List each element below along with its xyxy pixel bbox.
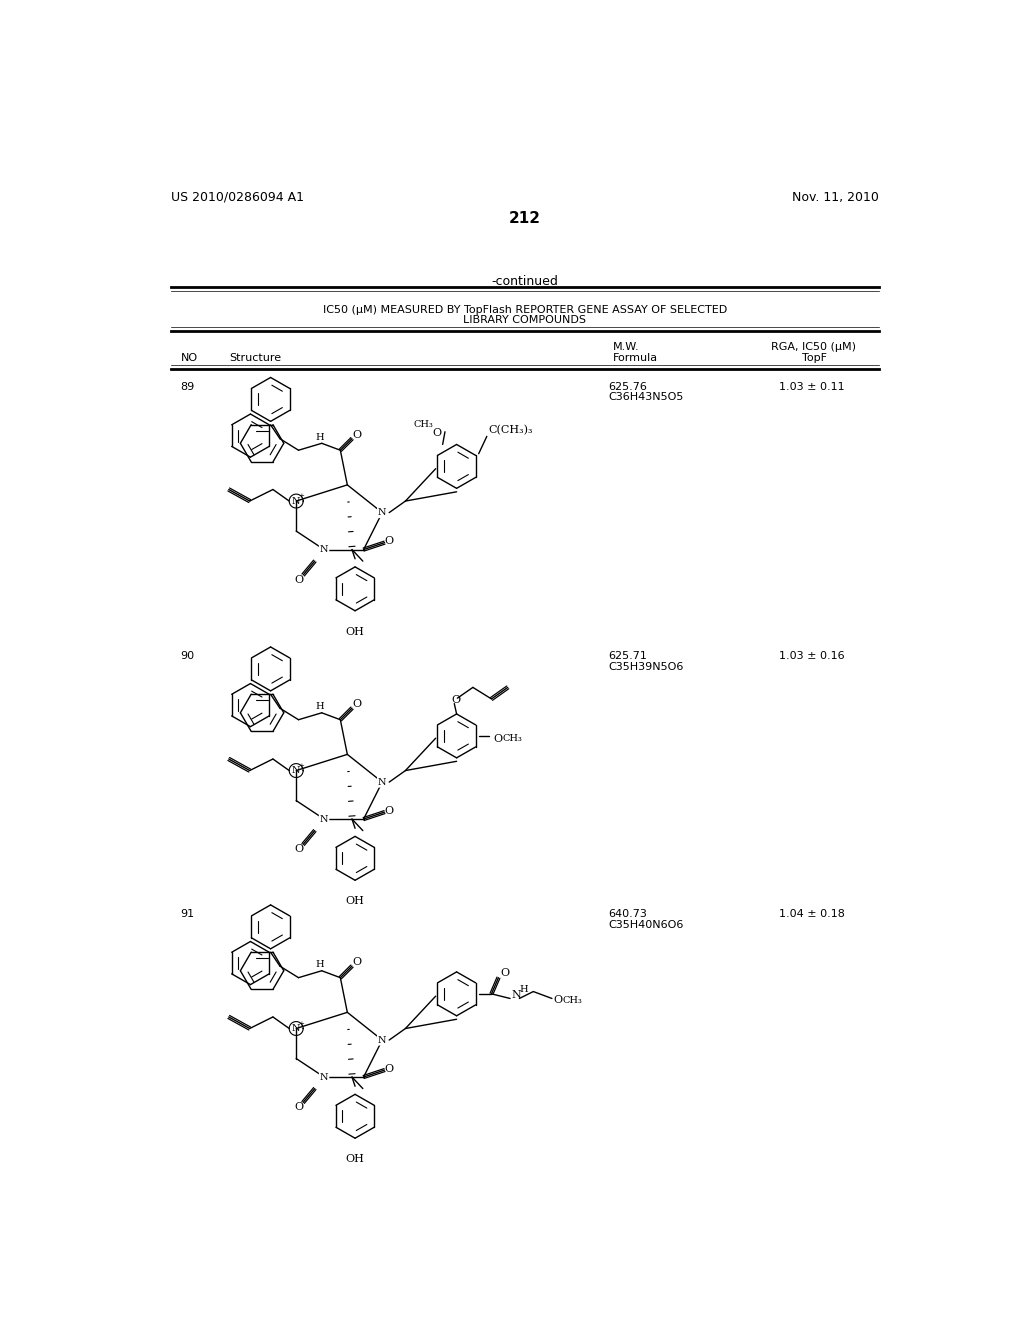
Text: C35H40N6O6: C35H40N6O6 <box>608 920 684 929</box>
Text: O: O <box>385 805 394 816</box>
Text: O: O <box>352 700 361 709</box>
Text: N: N <box>292 1024 300 1034</box>
Text: CH₃: CH₃ <box>414 420 433 429</box>
Text: O: O <box>295 574 304 585</box>
Text: 1.03 ± 0.16: 1.03 ± 0.16 <box>779 651 845 661</box>
Text: H: H <box>519 985 528 994</box>
Text: C(CH₃)₃: C(CH₃)₃ <box>488 425 532 436</box>
Text: M.W.: M.W. <box>612 342 639 351</box>
Text: H: H <box>315 433 324 442</box>
Text: 625.76: 625.76 <box>608 381 647 392</box>
Text: O: O <box>352 957 361 968</box>
Text: O: O <box>295 843 304 854</box>
Text: OH: OH <box>346 896 365 906</box>
Text: O: O <box>385 1064 394 1073</box>
Text: O: O <box>500 968 509 978</box>
Text: Structure: Structure <box>228 354 281 363</box>
Text: N: N <box>378 1036 386 1044</box>
Text: O: O <box>493 734 502 744</box>
Text: US 2010/0286094 A1: US 2010/0286094 A1 <box>171 191 304 203</box>
Text: O: O <box>432 428 441 437</box>
Text: OH: OH <box>346 1154 365 1164</box>
Text: O: O <box>295 1102 304 1111</box>
Text: TopF: TopF <box>802 354 827 363</box>
Text: O: O <box>352 430 361 440</box>
Text: OH: OH <box>346 627 365 636</box>
Text: +: + <box>299 1020 304 1027</box>
Text: +: + <box>299 494 304 499</box>
Text: NO: NO <box>180 354 198 363</box>
Text: 90: 90 <box>180 651 195 661</box>
Text: 640.73: 640.73 <box>608 909 647 919</box>
Text: Nov. 11, 2010: Nov. 11, 2010 <box>793 191 879 203</box>
Text: LIBRARY COMPOUNDS: LIBRARY COMPOUNDS <box>463 315 587 326</box>
Text: 1.04 ± 0.18: 1.04 ± 0.18 <box>779 909 845 919</box>
Text: N: N <box>512 990 521 1001</box>
Text: O: O <box>452 696 461 705</box>
Text: 1.03 ± 0.11: 1.03 ± 0.11 <box>779 381 845 392</box>
Text: O: O <box>385 536 394 546</box>
Text: C35H39N5O6: C35H39N5O6 <box>608 663 684 672</box>
Text: -continued: -continued <box>492 276 558 289</box>
Text: N: N <box>292 496 300 506</box>
Text: N: N <box>378 777 386 787</box>
Text: N: N <box>319 814 329 824</box>
Text: O: O <box>554 995 562 1005</box>
Text: RGA, IC50 (μM): RGA, IC50 (μM) <box>771 342 856 351</box>
Text: Formula: Formula <box>612 354 657 363</box>
Text: N: N <box>319 545 329 554</box>
Text: 625.71: 625.71 <box>608 651 647 661</box>
Text: 212: 212 <box>509 211 541 226</box>
Text: IC50 (μM) MEASURED BY TopFlash REPORTER GENE ASSAY OF SELECTED: IC50 (μM) MEASURED BY TopFlash REPORTER … <box>323 305 727 314</box>
Text: N: N <box>378 508 386 517</box>
Text: H: H <box>315 702 324 711</box>
Text: CH₃: CH₃ <box>563 995 583 1005</box>
Text: N: N <box>292 766 300 775</box>
Text: N: N <box>319 1073 329 1081</box>
Text: C36H43N5O5: C36H43N5O5 <box>608 392 684 403</box>
Text: 89: 89 <box>180 381 195 392</box>
Text: 91: 91 <box>180 909 195 919</box>
Text: H: H <box>315 960 324 969</box>
Text: CH₃: CH₃ <box>503 734 522 743</box>
Text: +: + <box>299 763 304 770</box>
